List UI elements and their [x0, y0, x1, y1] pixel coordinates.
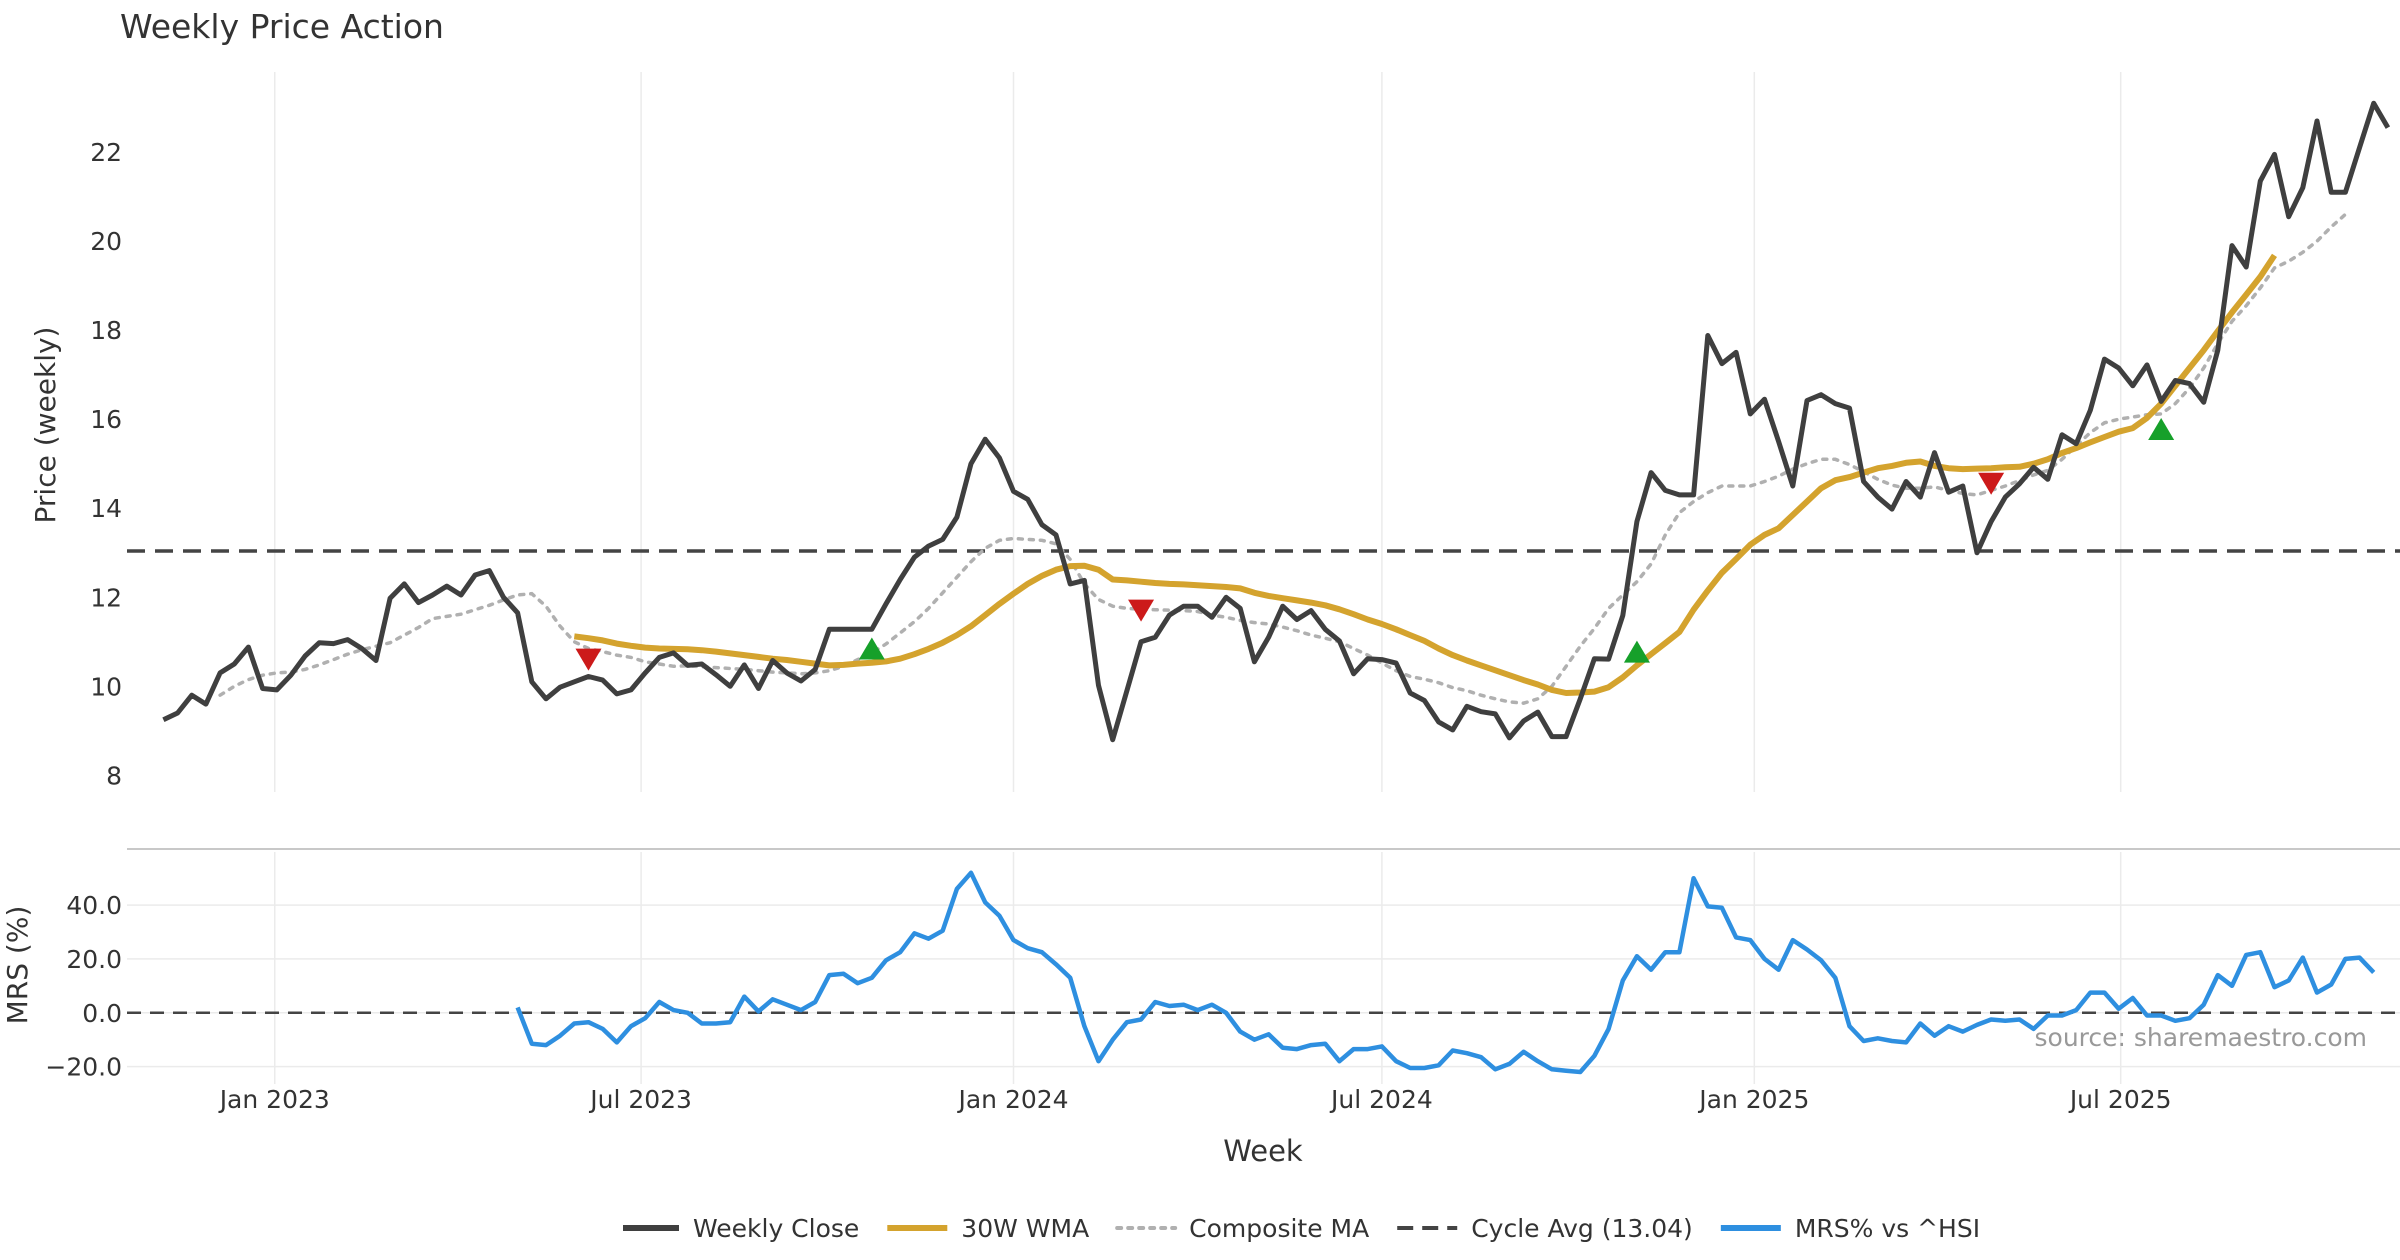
- mrs-y-tick: 20.0: [66, 945, 122, 974]
- sell-signal-marker: [575, 648, 602, 671]
- source-note: source: sharemaestro.com: [2035, 1023, 2368, 1052]
- x-tick-label: Jul 2023: [588, 1085, 692, 1114]
- x-axis-label: Week: [1223, 1134, 1303, 1168]
- x-axis: Jan 2023 Jul 2023 Jan 2024 Jul 2024 Jan 2025…: [218, 1085, 2172, 1114]
- legend-label: 30W WMA: [961, 1214, 1089, 1243]
- price-y-tick: 14: [90, 494, 122, 523]
- mrs-y-tick: −20.0: [45, 1053, 122, 1082]
- composite-ma-line: [218, 212, 2348, 705]
- mrs-line: [515, 870, 2376, 1075]
- mrs-y-axis: −20.0 0.0 20.0 40.0: [45, 891, 122, 1082]
- x-tick-label: Jan 2025: [1697, 1085, 1809, 1114]
- price-y-tick: 12: [90, 583, 122, 612]
- mrs-y-label: MRS (%): [1, 906, 34, 1025]
- x-tick-label: Jan 2024: [956, 1085, 1068, 1114]
- price-y-tick: 20: [90, 227, 122, 256]
- legend-item: Cycle Avg (13.04): [1397, 1214, 1693, 1243]
- legend: Weekly Close 30W WMA Composite MA Cycle Avg…: [623, 1214, 1980, 1243]
- mrs-y-tick: 40.0: [66, 891, 122, 920]
- price-y-tick: 18: [90, 316, 122, 345]
- buy-signal-marker: [1623, 640, 1650, 663]
- price-y-tick: 16: [90, 405, 122, 434]
- legend-item: Weekly Close: [623, 1214, 859, 1243]
- weekly-close-line: [162, 100, 2391, 743]
- signal-markers: [575, 418, 2175, 671]
- legend-item: Composite MA: [1115, 1214, 1369, 1243]
- price-y-tick: 8: [106, 761, 122, 790]
- legend-label: Weekly Close: [693, 1214, 859, 1243]
- wma-30w-line: [573, 253, 2277, 696]
- price-panel: 8 10 12 14 16 18 20 22 Price (weekly): [29, 72, 2400, 792]
- mrs-panel: −20.0 0.0 20.0 40.0 MRS (%) source: sharema…: [1, 852, 2400, 1084]
- legend-label: Composite MA: [1189, 1214, 1369, 1243]
- legend-item: MRS% vs ^HSI: [1720, 1214, 1980, 1243]
- sell-signal-marker: [1978, 472, 2005, 495]
- price-y-label: Price (weekly): [29, 327, 62, 524]
- buy-signal-marker: [858, 637, 885, 660]
- price-y-axis: 8 10 12 14 16 18 20 22: [90, 138, 122, 790]
- price-y-tick: 22: [90, 138, 122, 167]
- sell-signal-marker: [1128, 599, 1155, 622]
- x-tick-label: Jul 2025: [2068, 1085, 2172, 1114]
- price-y-tick: 10: [90, 672, 122, 701]
- price-gridlines: [274, 72, 2122, 792]
- x-tick-label: Jul 2024: [1329, 1085, 1433, 1114]
- legend-item: 30W WMA: [887, 1214, 1089, 1243]
- mrs-y-tick: 0.0: [82, 999, 122, 1028]
- legend-label: Cycle Avg (13.04): [1471, 1214, 1693, 1243]
- buy-signal-marker: [2148, 418, 2175, 441]
- legend-label: MRS% vs ^HSI: [1795, 1214, 1980, 1243]
- chart-title: Weekly Price Action: [120, 7, 444, 46]
- x-tick-label: Jan 2023: [218, 1085, 330, 1114]
